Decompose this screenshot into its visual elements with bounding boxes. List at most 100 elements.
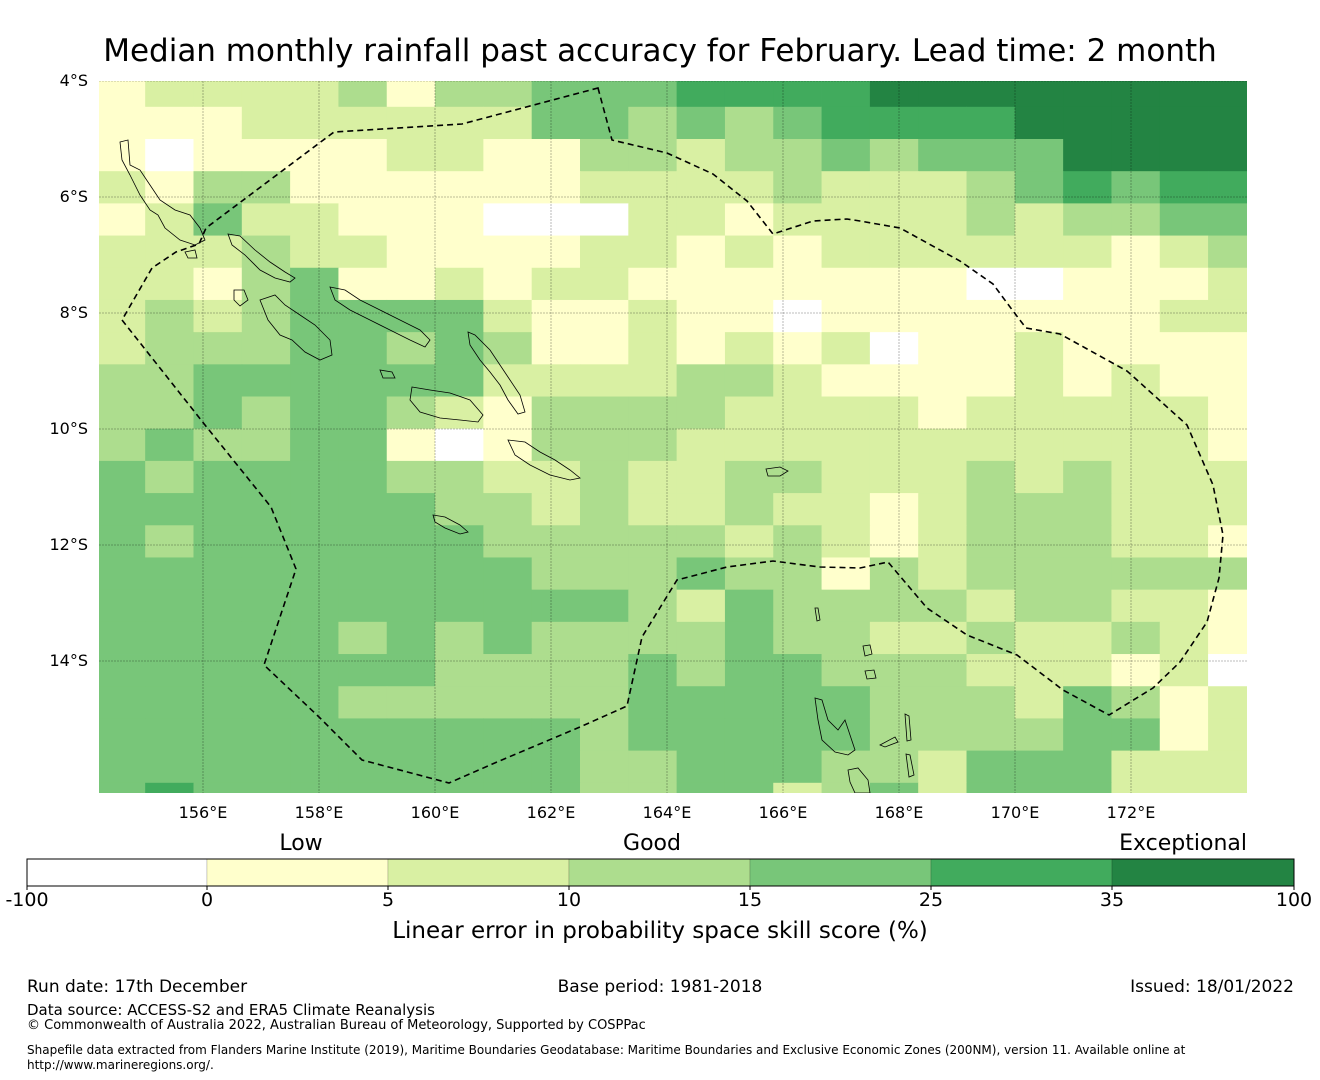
heatmap-cell (966, 589, 1016, 623)
heatmap-cell (1159, 460, 1209, 494)
heatmap-cell (628, 525, 678, 558)
heatmap-cell (483, 525, 533, 558)
heatmap-cell (1063, 718, 1112, 752)
heatmap-cell (483, 235, 533, 269)
heatmap-cell (869, 396, 919, 430)
heatmap-cell (241, 525, 291, 558)
heatmap-cell (821, 654, 871, 687)
heatmap-cell (483, 654, 533, 687)
heatmap-cell (1063, 106, 1112, 140)
heatmap-cell (338, 493, 388, 526)
coastline-guadalcanal (409, 386, 484, 423)
heatmap-cell (773, 139, 822, 172)
heatmap-cell (290, 750, 339, 784)
heatmap-cell (99, 81, 146, 108)
heatmap-cell (386, 621, 436, 655)
heatmap-cell (966, 396, 1016, 430)
heatmap-cell (773, 396, 822, 430)
heatmap-cell (483, 782, 533, 793)
heatmap-cell (1208, 81, 1247, 108)
coastline-malaita (467, 331, 526, 415)
longitude-tick-label: 172°E (1106, 803, 1156, 822)
heatmap-cell (99, 718, 146, 752)
heatmap-cell (966, 332, 1016, 365)
heatmap-cell (773, 171, 822, 204)
heatmap-cell (193, 332, 243, 365)
heatmap-cell (241, 396, 291, 430)
heatmap-cell (531, 235, 581, 269)
heatmap-cell (145, 718, 194, 752)
heatmap-cell (580, 81, 629, 108)
heatmap-cell (918, 139, 967, 172)
heatmap-cell (290, 686, 339, 719)
heatmap-cell (724, 171, 774, 204)
heatmap-cell (1063, 396, 1112, 430)
heatmap-cell (145, 203, 194, 236)
heatmap-cell (193, 81, 243, 108)
heatmap-cell (435, 299, 484, 333)
heatmap-cell (1063, 493, 1112, 526)
heatmap-cell (676, 396, 726, 430)
heatmap-cell (241, 460, 291, 494)
heatmap-cell (724, 460, 774, 494)
heatmap-cell (676, 171, 726, 204)
heatmap-cell (193, 750, 243, 784)
heatmap-cell (1111, 686, 1161, 719)
heatmap-cell (676, 589, 726, 623)
heatmap-cell (1111, 557, 1161, 591)
heatmap-cell (483, 557, 533, 591)
heatmap-cell (145, 750, 194, 784)
heatmap-cell (145, 81, 194, 108)
coastlines (119, 139, 915, 793)
heatmap-cell (145, 493, 194, 526)
heatmap-cell (628, 782, 678, 793)
heatmap-cell (773, 654, 822, 687)
colorbar-tick-label: 0 (200, 889, 214, 911)
heatmap-cell (1208, 235, 1247, 269)
heatmap-cell (531, 654, 581, 687)
heatmap-cell (290, 235, 339, 269)
heatmap-cell (676, 525, 726, 558)
heatmap-cell (531, 718, 581, 752)
colorbar-segment (568, 858, 751, 887)
heatmap-cell (773, 267, 822, 301)
heatmap-cell (193, 589, 243, 623)
heatmap-cell (773, 364, 822, 397)
heatmap-cell (1063, 235, 1112, 269)
heatmap-cell (1159, 332, 1209, 365)
heatmap-cell (773, 525, 822, 558)
heatmap-cell (290, 525, 339, 558)
heatmap-cell (1014, 460, 1064, 494)
heatmap-cell (869, 493, 919, 526)
heatmap-cell (1111, 299, 1161, 333)
heatmap-cell (676, 621, 726, 655)
heatmap-cell (580, 171, 629, 204)
heatmap-cell (1208, 654, 1247, 687)
heatmap-cell (435, 171, 484, 204)
heatmap-cell (99, 267, 146, 301)
heatmap-cell (580, 750, 629, 784)
heatmap-cell (483, 460, 533, 494)
heatmap-cell (1208, 557, 1247, 591)
heatmap-cell (435, 428, 484, 462)
heatmap-cell (145, 139, 194, 172)
heatmap-cell (386, 299, 436, 333)
heatmap-cell (241, 750, 291, 784)
heatmap-cell (676, 139, 726, 172)
heatmap-cell (241, 106, 291, 140)
heatmap-cell (386, 589, 436, 623)
heatmap-cell (580, 686, 629, 719)
coastline-torres (814, 607, 821, 622)
coastline-vella-lavella (233, 289, 249, 307)
heatmap-cell (869, 718, 919, 752)
heatmap-cell (676, 782, 726, 793)
heatmap-cell (483, 171, 533, 204)
heatmap-cell (241, 171, 291, 204)
heatmap-cell (290, 332, 339, 365)
heatmap-cell (773, 782, 822, 793)
heatmap-cell (676, 106, 726, 140)
heatmap-cell (1063, 750, 1112, 784)
heatmap-cell (386, 203, 436, 236)
heatmap-cell (918, 203, 967, 236)
heatmap-cell (435, 686, 484, 719)
